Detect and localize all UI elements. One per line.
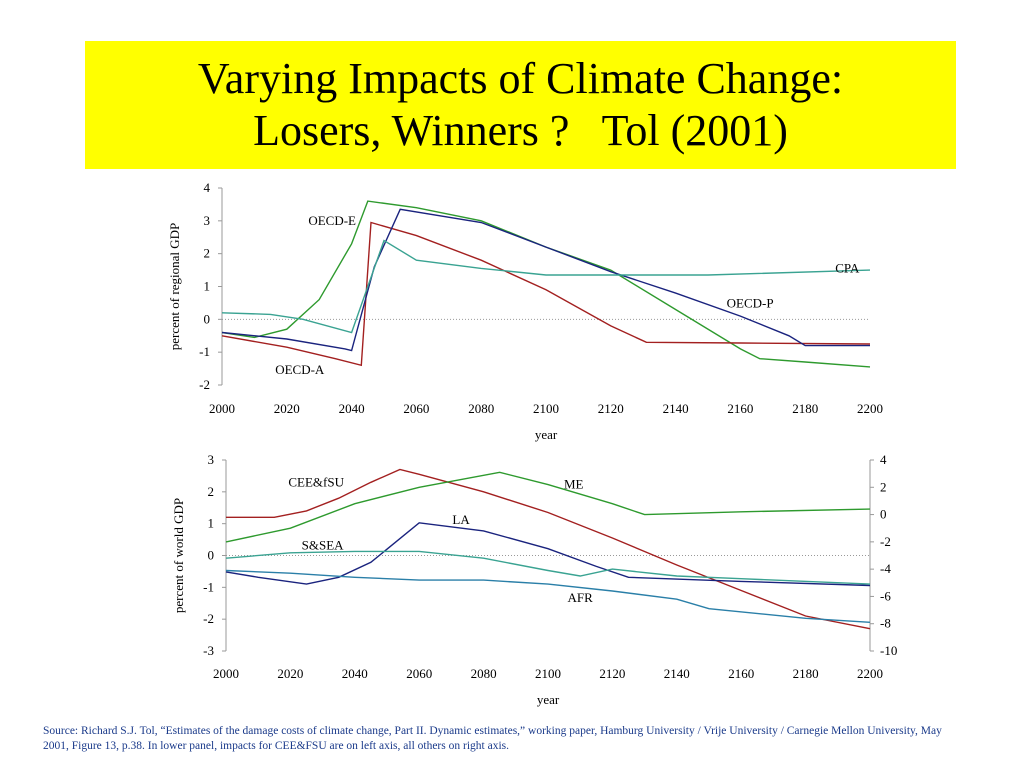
- regional-impacts-chart: -2 -1 0 1 2 3 4 2000 2020 2040 2060 2080 2100 2120 214…: [167, 180, 883, 442]
- y-axis-title: percent of world GDP: [171, 498, 186, 613]
- x-tick-label: 2200: [857, 666, 883, 681]
- y-tick-label: -3: [203, 643, 214, 658]
- x-tick-label: 2180: [792, 401, 818, 416]
- x-tick-label: 2180: [793, 666, 819, 681]
- y-tick-label: -1: [199, 344, 210, 359]
- x-axis-title: year: [535, 427, 558, 442]
- y-tick-label: 3: [208, 452, 215, 467]
- y2-tick-label: 2: [880, 479, 887, 494]
- y2-tick-label: -10: [880, 643, 897, 658]
- series-label-la: LA: [452, 512, 470, 527]
- y-tick-label: -1: [203, 579, 214, 594]
- x-tick-label: 2000: [209, 401, 235, 416]
- y-axis-title: percent of regional GDP: [167, 223, 182, 350]
- y-tick-label: 3: [204, 213, 211, 228]
- y-tick-label: 1: [208, 516, 215, 531]
- y-tick-label: -2: [199, 377, 210, 392]
- source-note: Source: Richard S.J. Tol, “Estimates of …: [43, 725, 942, 752]
- x-tick-label: 2120: [599, 666, 625, 681]
- x-tick-label: 2080: [468, 401, 494, 416]
- x-tick-label: 2080: [471, 666, 497, 681]
- x-tick-label: 2100: [533, 401, 559, 416]
- series-label-afr: AFR: [568, 590, 594, 605]
- x-tick-label: 2060: [403, 401, 429, 416]
- y2-tick-label: 0: [880, 507, 887, 522]
- series-line-me: [225, 471, 871, 543]
- x-tick-label: 2020: [277, 666, 303, 681]
- y2-tick-label: -6: [880, 588, 891, 603]
- x-axis-title: year: [537, 692, 560, 707]
- x-tick-label: 2140: [663, 401, 689, 416]
- series-line-afr: [225, 569, 871, 623]
- x-tick-label: 2040: [339, 401, 365, 416]
- x-tick-label: 2100: [535, 666, 561, 681]
- x-tick-label: 2140: [664, 666, 690, 681]
- y2-tick-label: 4: [880, 452, 887, 467]
- series-label-cpa: CPA: [835, 260, 860, 275]
- slide-title-line-2: Losers, Winners ? Tol (2001): [253, 106, 788, 155]
- series-label-me: ME: [564, 477, 584, 492]
- y2-tick-label: -8: [880, 616, 891, 631]
- series-label-s-sea: S&SEA: [302, 537, 345, 552]
- x-tick-label: 2160: [728, 666, 754, 681]
- x-tick-label: 2040: [342, 666, 368, 681]
- x-tick-label: 2000: [213, 666, 239, 681]
- x-tick-label: 2160: [727, 401, 753, 416]
- series-line-oecd-p: [221, 208, 870, 352]
- x-tick-label: 2120: [598, 401, 624, 416]
- series-label-cee-fsu: CEE&fSU: [288, 474, 344, 489]
- slide-title-line-1: Varying Impacts of Climate Change:: [197, 54, 844, 103]
- series-line-s-sea: [225, 550, 871, 585]
- series-label-oecd-e: OECD-E: [308, 213, 356, 228]
- x-tick-label: 2200: [857, 401, 883, 416]
- y-tick-label: 2: [208, 484, 215, 499]
- series-line-oecd-a: [221, 221, 871, 367]
- y-tick-label: 0: [208, 548, 215, 563]
- series-line-cpa: [221, 239, 871, 334]
- y-tick-label: 0: [204, 311, 211, 326]
- series-line-la: [225, 522, 871, 587]
- series-label-oecd-p: OECD-P: [727, 296, 774, 311]
- y-tick-label: 1: [204, 279, 211, 294]
- x-tick-label: 2060: [406, 666, 432, 681]
- y2-tick-label: -2: [880, 534, 891, 549]
- y2-tick-label: -4: [880, 561, 891, 576]
- series-line-cee-fsu: [226, 468, 871, 630]
- title-banner: Varying Impacts of Climate Change: Loser…: [85, 41, 956, 169]
- y-tick-label: -2: [203, 611, 214, 626]
- series-label-oecd-a: OECD-A: [275, 362, 325, 377]
- y-tick-label: 4: [204, 180, 211, 195]
- y-tick-label: 2: [204, 246, 211, 261]
- x-tick-label: 2020: [274, 401, 300, 416]
- series-line-oecd-e: [221, 200, 871, 368]
